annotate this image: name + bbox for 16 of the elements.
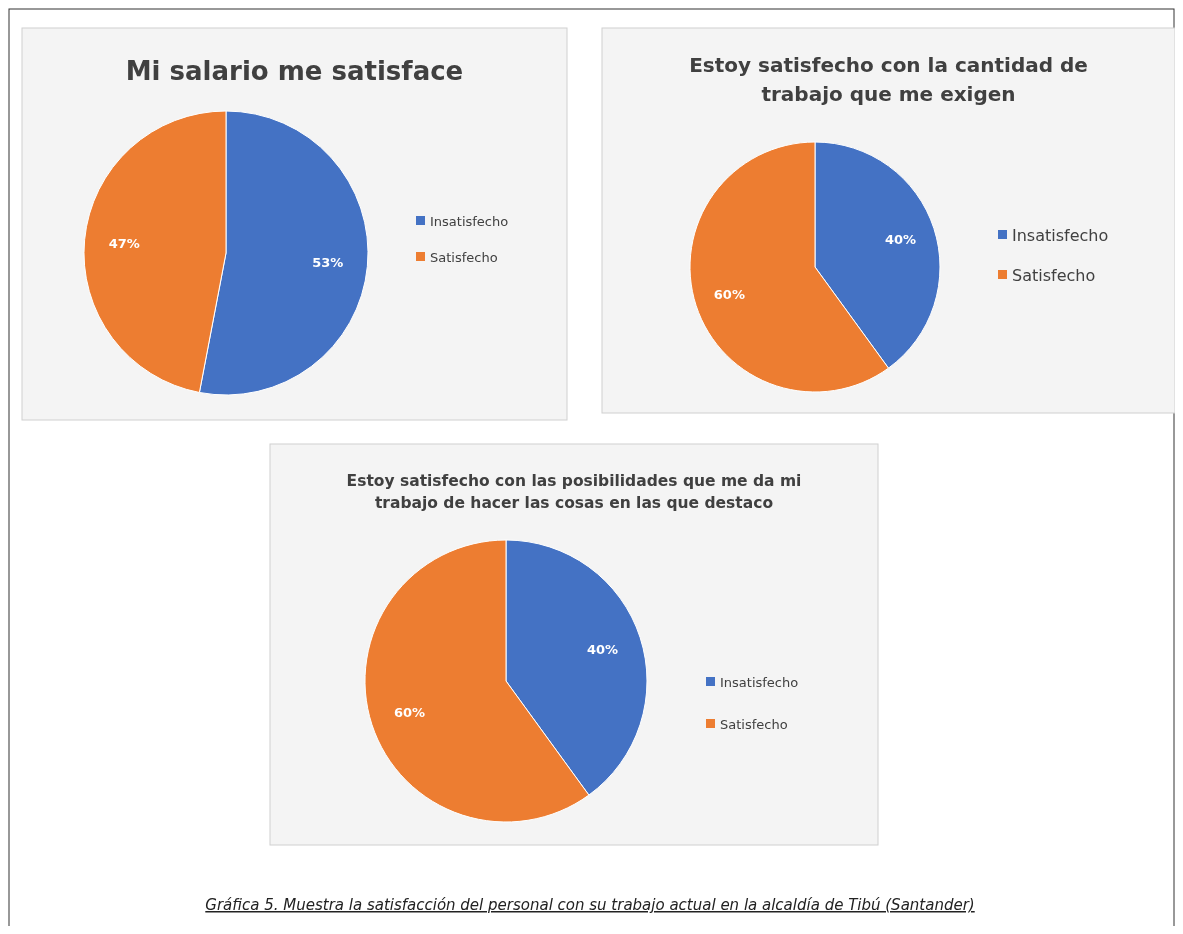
data-label: 47% [108,235,140,251]
legend-label: Satisfecho [1012,265,1096,285]
data-label: 40% [586,642,619,658]
data-label: 40% [885,231,917,247]
legend-label: Insatisfecho [1012,225,1109,245]
legend-label: Insatisfecho [430,213,509,229]
data-label: 60% [393,704,426,720]
legend-label: Insatisfecho [720,674,799,690]
data-label: 53% [312,255,344,271]
data-label: 60% [713,287,745,303]
legend-label: Satisfecho [430,249,498,265]
chart-title: Mi salario me satisface [125,56,464,86]
chart-title: Estoy satisfecho con la cantidad de trabajo que me exigen [689,53,1088,106]
text: Gráfica 5. Muestra la satisfacción del personal con su trabajo actual en la alcaldía de Tibú (Santander) [205,896,975,914]
chart-title: Estoy satisfecho con las posibilidades que me da mi trabajo de hacer las cosas en las que destaco [346,472,802,513]
legend-label: Satisfecho [720,716,788,732]
